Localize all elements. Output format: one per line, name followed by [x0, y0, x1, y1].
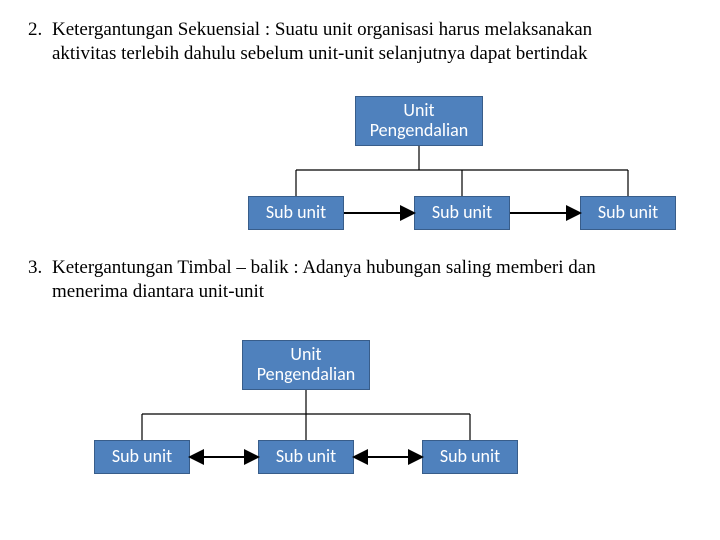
d2-child-2: Sub unit [422, 440, 518, 474]
d2-parent-node: Unit Pengendalian [242, 340, 370, 390]
d1-child-1: Sub unit [414, 196, 510, 230]
list-item-3: 3.Ketergantungan Timbal – balik : Adanya… [28, 256, 612, 304]
list-num-2: 2. [28, 18, 52, 42]
d1-child-0: Sub unit [248, 196, 344, 230]
d1-child-2: Sub unit [580, 196, 676, 230]
list-num-3: 3. [28, 256, 52, 280]
list-text-3: Ketergantungan Timbal – balik : Adanya h… [52, 256, 612, 304]
d2-child-1: Sub unit [258, 440, 354, 474]
d1-parent-node: Unit Pengendalian [355, 96, 483, 146]
list-text-2: Ketergantungan Sekuensial : Suatu unit o… [52, 18, 612, 66]
d2-child-0: Sub unit [94, 440, 190, 474]
list-item-2: 2.Ketergantungan Sekuensial : Suatu unit… [28, 18, 612, 66]
